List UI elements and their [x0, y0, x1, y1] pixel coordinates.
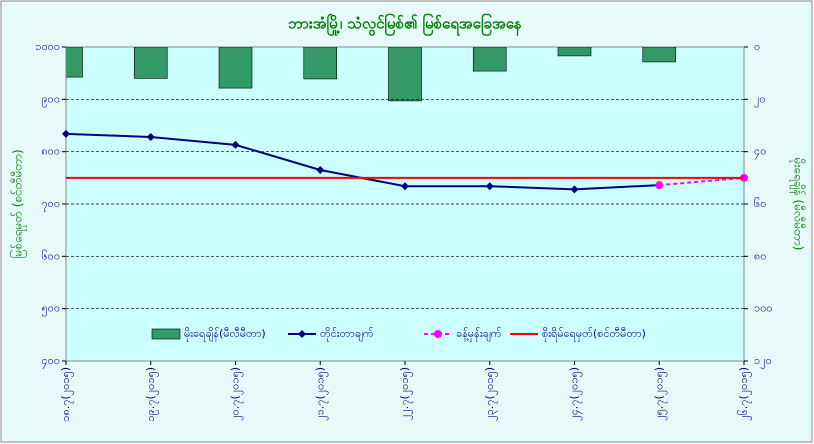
legend-marker — [298, 330, 306, 338]
bar — [472, 47, 507, 72]
legend-swatch — [151, 328, 181, 340]
bar — [303, 47, 338, 80]
x-tick-label: ၁၈.၇(၂၀၁၅) — [59, 367, 74, 422]
x-tick-label: ၁၉.၇(၂၀၁၅) — [144, 367, 159, 422]
y2-tick-label: ၈၀ — [754, 249, 766, 262]
x-tick-label: ၂၄.၇(၂၀၁၅) — [568, 367, 583, 421]
y2-tick-label: ၂၀ — [754, 92, 766, 107]
legend-label: ခန့်မှန်းချက် — [456, 327, 502, 342]
y-tick-label: ၁၀၀၀ — [35, 40, 60, 53]
bar — [642, 47, 677, 63]
x-tick-label: ၂၂.၇(၂၀၁၅) — [398, 367, 413, 420]
bar — [66, 47, 83, 78]
x-tick-label: ၂၆.၇(၂၀၁၅) — [737, 367, 752, 421]
bar — [388, 47, 422, 102]
y2-tick-label: ၆၀ — [754, 197, 766, 210]
legend-label: မိုးရေချိန်(မီလီမီတာ) — [184, 327, 266, 342]
x-tick-label: ၂၃.၇(၂၀၁၅) — [483, 367, 498, 421]
bar — [218, 47, 253, 89]
x-tick-label: ၂၁.၇(၂၀၁၅) — [313, 367, 328, 421]
point — [316, 165, 325, 174]
line — [659, 176, 745, 187]
y-tick-label: ၉၀၀ — [41, 92, 60, 107]
y2-tick-label: ၁၂၀ — [754, 354, 772, 369]
y-axis-label: မြစ်ရေမှတ် (စင်တီမီတာ) — [9, 149, 28, 258]
y2-tick-label: ၁၀၀ — [754, 302, 773, 315]
y2-tick-label: ၄၀ — [754, 145, 766, 160]
point — [146, 133, 155, 142]
bar — [133, 47, 168, 79]
point — [231, 140, 240, 149]
y-tick-label: ၈၀၀ — [41, 145, 60, 158]
bar — [557, 47, 592, 57]
y2-axis-label: မိုးရေချိန် (မီလီမီတာ) — [789, 158, 807, 251]
point — [655, 181, 664, 190]
point — [401, 182, 409, 191]
point — [570, 185, 579, 194]
y2-tick-label: ၀ — [754, 40, 760, 53]
y-tick-label: ၄၀၀ — [41, 354, 60, 369]
legend-marker — [434, 330, 442, 338]
legend-label: စိုးရိမ်ရေမှတ်(စင်တီမီတာ) — [542, 327, 646, 342]
y-tick-label: ၆၀၀ — [41, 249, 60, 262]
point — [485, 182, 494, 191]
bars-group — [66, 47, 677, 102]
x-tick-label: ၂၀.၇(၂၀၁၅) — [229, 367, 244, 421]
legend-label: တိုင်းတာချက် — [320, 327, 374, 342]
y-tick-label: ၅၀၀ — [41, 302, 60, 317]
x-tick-label: ၂၅.၇(၂၀၁၅) — [652, 367, 667, 421]
point — [62, 129, 70, 138]
y-tick-label: ၇၀၀ — [41, 197, 60, 212]
